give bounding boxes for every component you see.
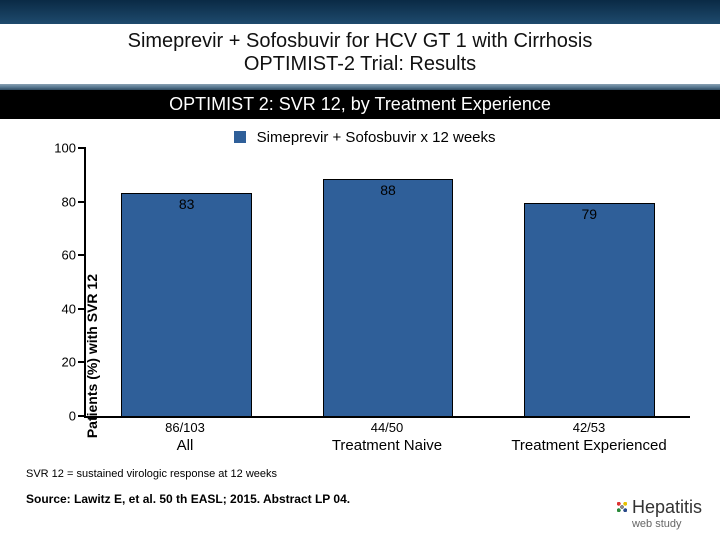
brand-sub: web study bbox=[632, 518, 702, 530]
brand-block: Hepatitis web study bbox=[614, 497, 702, 530]
x-ratio-label: 42/53 bbox=[488, 418, 690, 435]
x-category-row: AllTreatment NaiveTreatment Experienced bbox=[84, 435, 690, 454]
bar-value-label: 83 bbox=[179, 196, 195, 212]
bar bbox=[525, 204, 654, 416]
bar bbox=[324, 180, 453, 416]
x-category-label: Treatment Naive bbox=[286, 435, 488, 454]
bar-value-label: 79 bbox=[582, 206, 598, 222]
x-ratio-row: 86/10344/5042/53 bbox=[84, 418, 690, 435]
brand-dots-icon bbox=[614, 499, 630, 515]
y-tick-label: 0 bbox=[69, 409, 76, 424]
y-tick-label: 20 bbox=[62, 355, 76, 370]
y-tick bbox=[78, 147, 86, 149]
title-block: Simeprevir + Sofosbuvir for HCV GT 1 wit… bbox=[0, 24, 720, 82]
chart-subtitle: OPTIMIST 2: SVR 12, by Treatment Experie… bbox=[0, 90, 720, 119]
title-line-1: Simeprevir + Sofosbuvir for HCV GT 1 wit… bbox=[20, 30, 700, 53]
legend-label: Simeprevir + Sofosbuvir x 12 weeks bbox=[257, 129, 496, 146]
y-tick bbox=[78, 254, 86, 256]
chart: Simeprevir + Sofosbuvir x 12 weeks Patie… bbox=[40, 123, 690, 454]
x-ratio-label: 44/50 bbox=[286, 418, 488, 435]
bars-container: 83 88 79 bbox=[86, 148, 690, 416]
y-tick-label: 40 bbox=[62, 301, 76, 316]
bar-value-label: 88 bbox=[380, 182, 396, 198]
x-ratio-label: 86/103 bbox=[84, 418, 286, 435]
slide: Simeprevir + Sofosbuvir for HCV GT 1 wit… bbox=[0, 0, 720, 540]
title-line-2: OPTIMIST-2 Trial: Results bbox=[20, 53, 700, 76]
y-tick-label: 60 bbox=[62, 248, 76, 263]
x-category-label: All bbox=[84, 435, 286, 454]
footnote: SVR 12 = sustained virologic response at… bbox=[26, 468, 720, 480]
legend: Simeprevir + Sofosbuvir x 12 weeks bbox=[40, 123, 690, 148]
y-tick-label: 80 bbox=[62, 194, 76, 209]
bar bbox=[122, 194, 251, 416]
brand-name: Hepatitis bbox=[614, 497, 702, 518]
bar-slot: 79 bbox=[489, 148, 690, 416]
bar-slot: 83 bbox=[86, 148, 287, 416]
y-tick bbox=[78, 415, 86, 417]
brand-name-text: Hepatitis bbox=[632, 497, 702, 517]
y-tick bbox=[78, 308, 86, 310]
bar-slot: 88 bbox=[287, 148, 488, 416]
top-band bbox=[0, 0, 720, 24]
x-category-label: Treatment Experienced bbox=[488, 435, 690, 454]
legend-swatch bbox=[234, 131, 246, 143]
plot-area: Patients (%) with SVR 12 838879 02040608… bbox=[84, 148, 690, 418]
y-tick bbox=[78, 201, 86, 203]
y-tick-label: 100 bbox=[54, 141, 76, 156]
y-tick bbox=[78, 361, 86, 363]
